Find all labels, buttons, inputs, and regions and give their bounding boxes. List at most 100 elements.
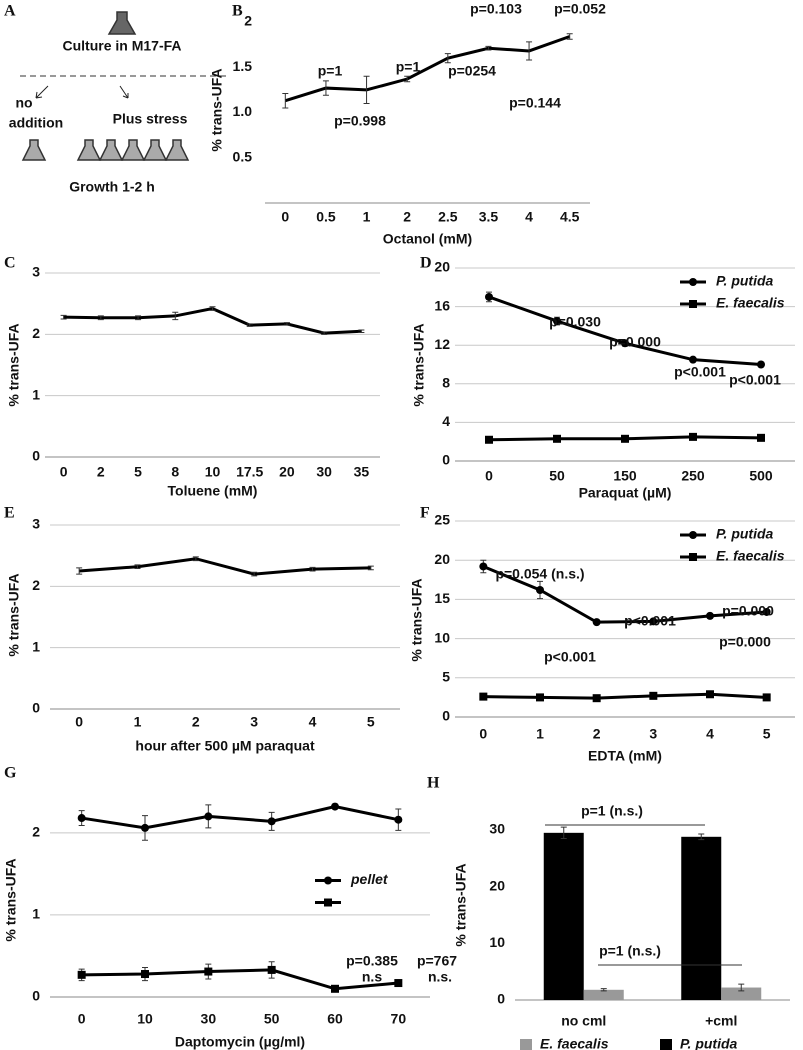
annotation: p<0.001 [674,364,726,380]
marker [394,979,403,988]
y-tick-label: 25 [434,512,450,528]
diagram-text: Growth 1-2 h [69,179,155,195]
x-tick-label: 0 [281,209,289,225]
legend-swatch [660,1039,672,1050]
error-bar [358,329,365,333]
y-tick-label: 2 [32,325,40,341]
annotation: p=0.385 [346,953,398,969]
panel-letter: C [4,255,16,272]
annotation: p=767 [417,953,457,969]
marker [762,607,771,616]
legend-swatch [520,1039,532,1050]
x-tick-label: 250 [681,468,705,484]
error-bar [444,53,451,64]
x-tick-label: 5 [763,726,771,742]
panel-letter: B [232,3,243,20]
annotation: p=0.000 [719,634,771,650]
legend-label: P. putida [716,526,774,542]
bracket [545,824,742,966]
y-axis-title: % trans-UFA [411,323,427,406]
annotation: p=0.998 [334,113,386,129]
bar [583,989,624,1000]
x-axis-title: EDTA (mM) [588,748,662,764]
error-bar [209,306,216,311]
marker [536,693,544,702]
x-tick-label: 30 [316,464,332,480]
y-tick-label: 16 [434,297,450,313]
x-tick-label: 5 [367,714,375,730]
marker [689,278,697,286]
marker [762,693,771,702]
x-tick-label: 2 [192,714,200,730]
y-tick-label: 0 [442,708,450,724]
marker [324,898,332,907]
marker [204,812,213,821]
panel-letter: A [4,3,16,20]
marker [536,585,544,594]
error-bar [251,571,258,577]
x-tick-label: 8 [171,464,179,480]
error-bar [367,565,374,571]
y-tick-label: 20 [434,551,450,567]
error-bar [97,315,104,321]
diagram-text: Culture in M17-FA [62,38,181,54]
annotation: p=0.000 [722,603,774,619]
x-tick-label: +cml [705,1013,737,1029]
error-bar [134,564,141,570]
annotation: p=0.000 [609,334,661,350]
x-tick-label: 50 [264,1011,280,1027]
y-axis-title: % trans-UFA [6,573,22,656]
marker [592,694,601,703]
x-tick-label: no cml [561,1013,606,1029]
marker [141,970,149,979]
y-tick-label: 1.0 [233,103,253,119]
diagram-text: addition [9,115,63,131]
x-tick-label: 30 [201,1011,217,1027]
legend-label: E. faecalis [716,295,785,311]
line [79,557,371,576]
x-tick-label: 3 [649,726,657,742]
error-bar [282,92,289,109]
y-tick-label: 10 [434,629,450,645]
marker [485,435,493,444]
y-tick-label: 30 [489,821,505,837]
x-tick-label: 3.5 [479,209,499,225]
y-tick-label: 10 [489,934,505,950]
error-bar [246,323,253,327]
y-tick-label: 0 [442,452,450,468]
marker [267,817,276,826]
y-axis-title: % trans-UFA [453,863,469,946]
legend-label: E. faecalis [540,1036,609,1050]
y-axis-title: % trans-UFA [3,858,19,941]
y-tick-label: 3 [32,516,40,532]
marker [553,434,561,443]
y-tick-label: 1.5 [233,58,253,74]
error-bar [321,331,328,335]
error-bar [600,988,607,992]
diagram-text: no [15,95,32,111]
bar [681,836,722,1000]
line [482,565,767,624]
marker [141,823,149,832]
marker [204,967,213,976]
y-tick-label: 0 [497,991,505,1007]
x-tick-label: 1 [536,726,544,742]
error-bar [76,567,83,575]
marker [553,317,561,326]
annotation: p=0.030 [549,314,601,330]
marker [706,690,714,699]
bar [543,832,584,1000]
error-bar [560,826,567,839]
legend-label: P. putida [680,1036,738,1050]
y-axis-title: % trans-UFA [209,68,225,151]
marker [689,432,697,441]
y-tick-label: 0 [32,700,40,716]
annotation: p=1 [396,59,421,75]
x-tick-label: 0.5 [316,209,336,225]
annotation: p=0254 [448,63,496,79]
annotation: p=1 [318,63,343,79]
x-tick-label: 60 [327,1011,343,1027]
y-tick-label: 2 [32,824,40,840]
